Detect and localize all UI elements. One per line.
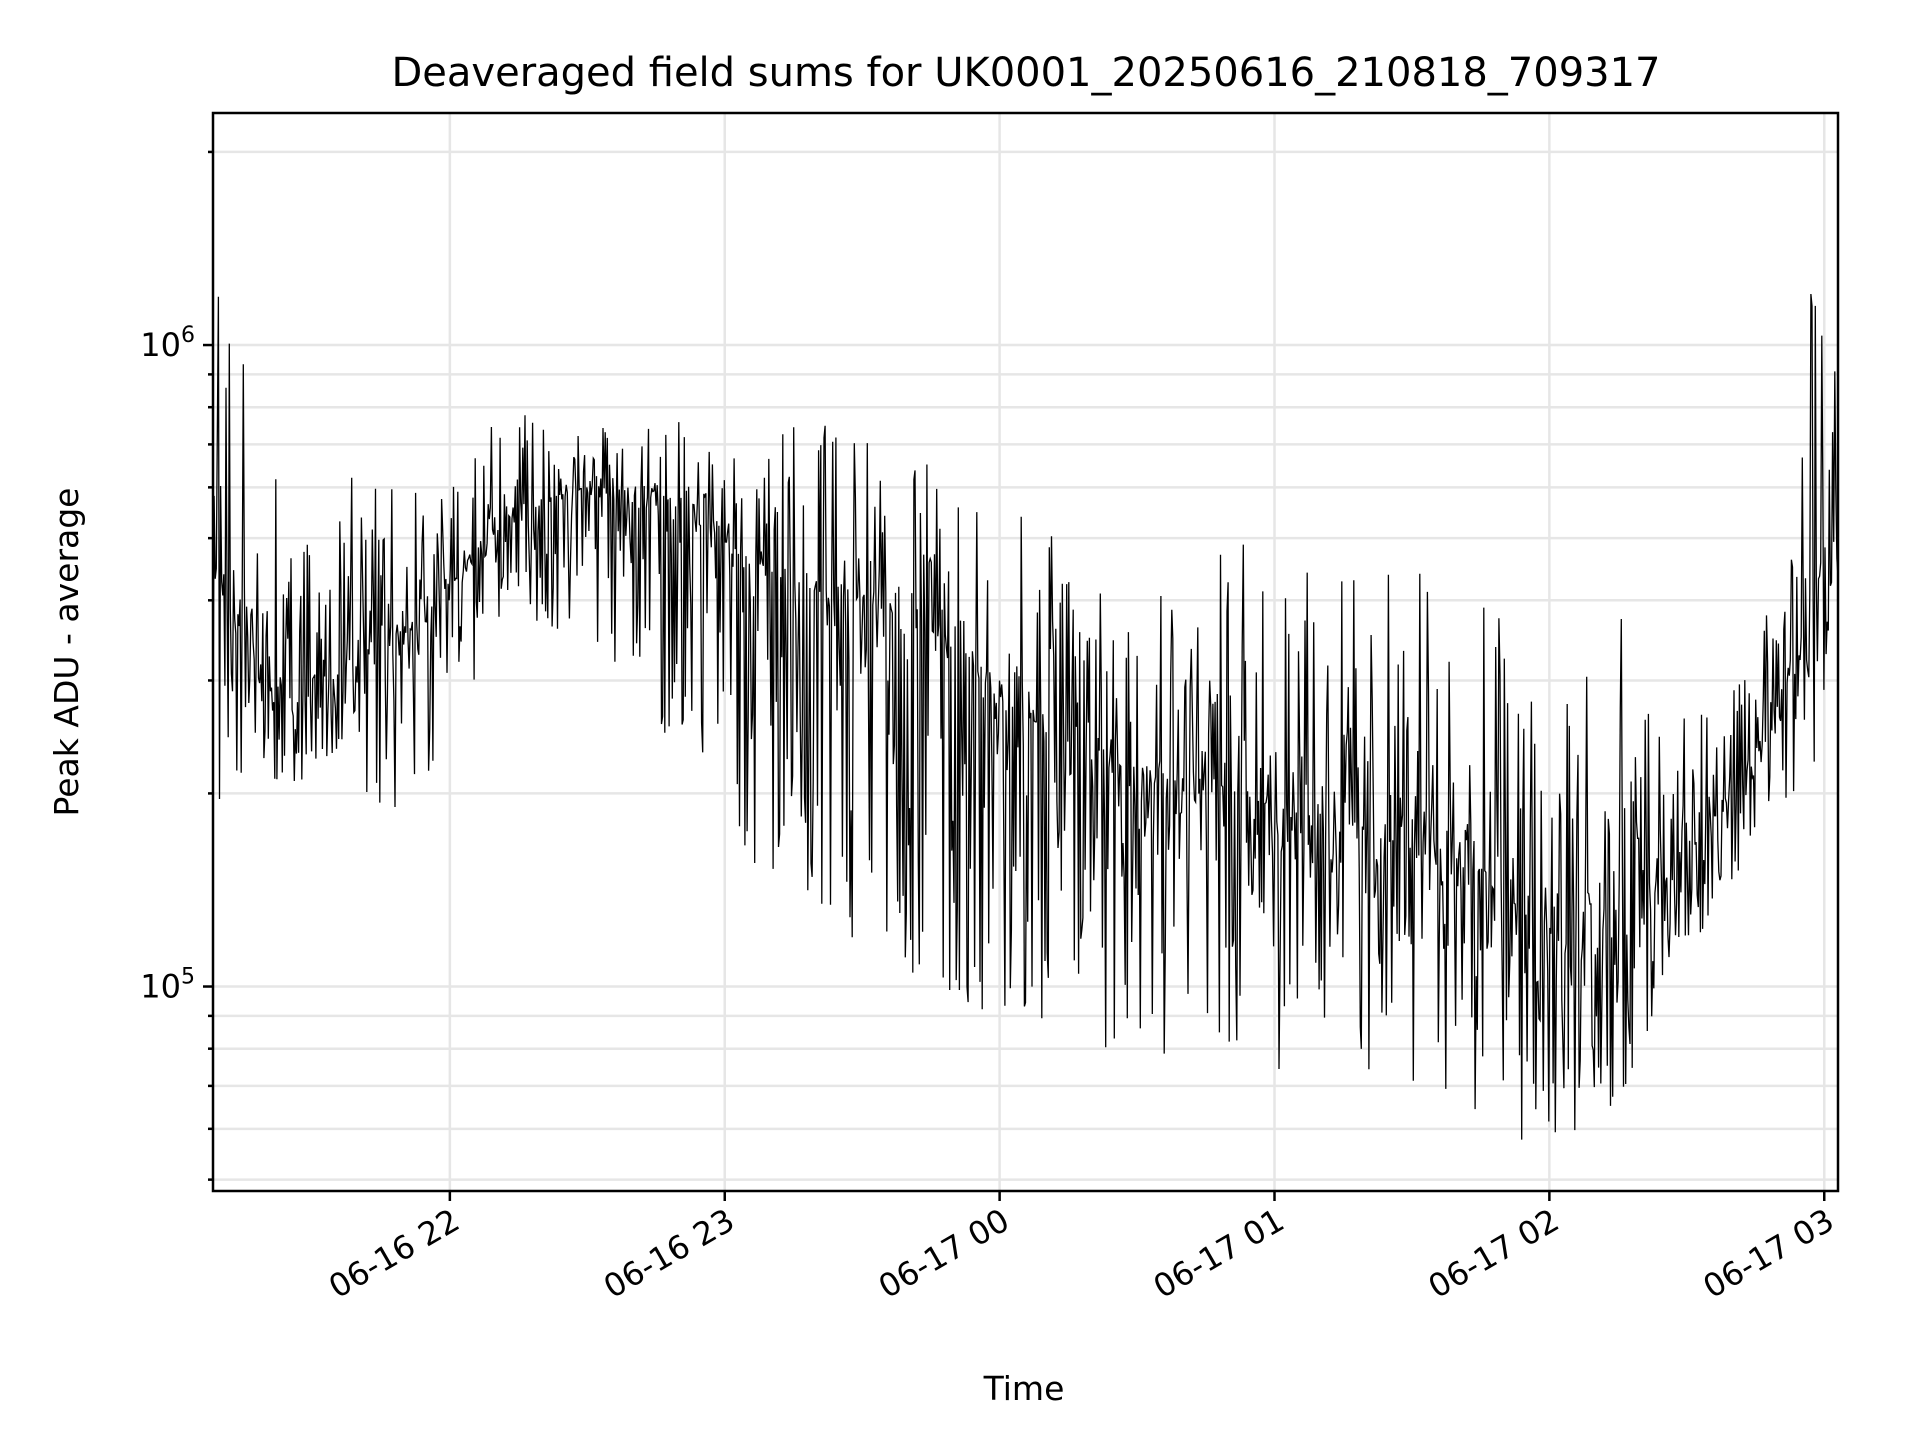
x-tick-label: 06-16 22 <box>322 1201 466 1306</box>
x-tick-layer: 06-16 22 06-16 23 06-17 00 06-17 01 06-17 02… <box>322 1191 1840 1306</box>
chart-title: Deaveraged field sums for UK0001_2025061… <box>391 50 1660 96</box>
grid-layer <box>213 113 1838 1191</box>
x-axis-label: Time <box>983 1369 1065 1408</box>
x-tick-label: 06-17 00 <box>872 1201 1016 1306</box>
x-tick-label: 06-16 23 <box>597 1201 741 1306</box>
y-axis-label: Peak ADU - average <box>47 488 86 817</box>
y-tick-layer: 105 106 <box>140 150 213 1181</box>
plot-frame <box>211 111 1840 1193</box>
series-line <box>212 293 1839 1140</box>
series-layer <box>212 293 1839 1140</box>
x-tick-label: 06-17 03 <box>1697 1201 1841 1306</box>
y-tick-label: 106 <box>140 323 195 364</box>
x-tick-label: 06-17 01 <box>1147 1201 1291 1306</box>
x-tick-label: 06-17 02 <box>1422 1201 1566 1306</box>
y-tick-label: 105 <box>140 965 195 1006</box>
